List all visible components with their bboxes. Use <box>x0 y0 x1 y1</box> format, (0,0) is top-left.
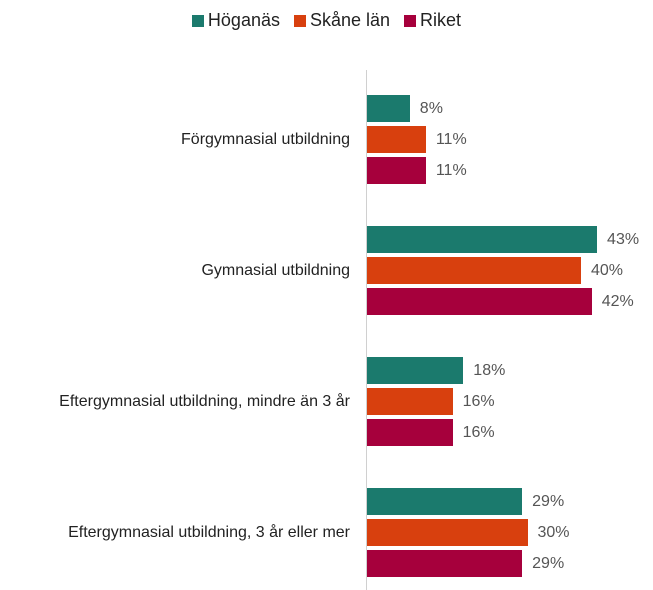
value-label: 30% <box>537 524 570 541</box>
value-label: 29% <box>532 555 565 572</box>
legend-label: Höganäs <box>207 10 280 30</box>
category-label: Eftergymnasial utbildning, mindre än 3 å… <box>5 392 350 412</box>
legend-item: Höganäs <box>191 10 280 31</box>
legend-label: Riket <box>420 10 462 30</box>
legend-label: Skåne län <box>309 10 391 30</box>
category-label: Förgymnasial utbildning <box>5 130 350 150</box>
bar <box>367 357 464 384</box>
bar <box>367 95 410 122</box>
bar <box>367 550 523 577</box>
value-label: 40% <box>591 262 624 279</box>
legend-swatch <box>293 14 306 27</box>
category-text: Eftergymnasial utbildning, 3 år eller me… <box>68 523 350 541</box>
category-label: Gymnasial utbildning <box>5 261 350 281</box>
legend-item: Skåne län <box>293 10 391 31</box>
value-label: 29% <box>532 493 565 510</box>
value-label: 11% <box>435 162 467 179</box>
category-text: Eftergymnasial utbildning, mindre än 3 å… <box>59 392 350 410</box>
category-label: Eftergymnasial utbildning, 3 år eller me… <box>5 523 350 543</box>
category-text: Förgymnasial utbildning <box>181 130 350 148</box>
value-label: 16% <box>462 424 495 441</box>
legend-item: Riket <box>404 10 461 31</box>
value-label: 18% <box>473 362 506 379</box>
bar <box>367 419 453 446</box>
value-label: 11% <box>435 131 467 148</box>
value-label: 16% <box>462 393 495 410</box>
bar <box>367 519 528 546</box>
bar <box>367 226 598 253</box>
bar <box>367 157 426 184</box>
category-axis <box>366 70 367 590</box>
legend: Höganäs Skåne län Riket <box>0 10 653 31</box>
value-label: 42% <box>601 293 634 310</box>
value-label: 43% <box>607 231 640 248</box>
bar <box>367 488 523 515</box>
bar <box>367 288 592 315</box>
legend-swatch <box>191 14 204 27</box>
legend-swatch <box>404 14 417 27</box>
bar <box>367 126 426 153</box>
category-text: Gymnasial utbildning <box>201 261 350 279</box>
value-label: 8% <box>419 100 443 117</box>
bar <box>367 257 581 284</box>
bar <box>367 388 453 415</box>
